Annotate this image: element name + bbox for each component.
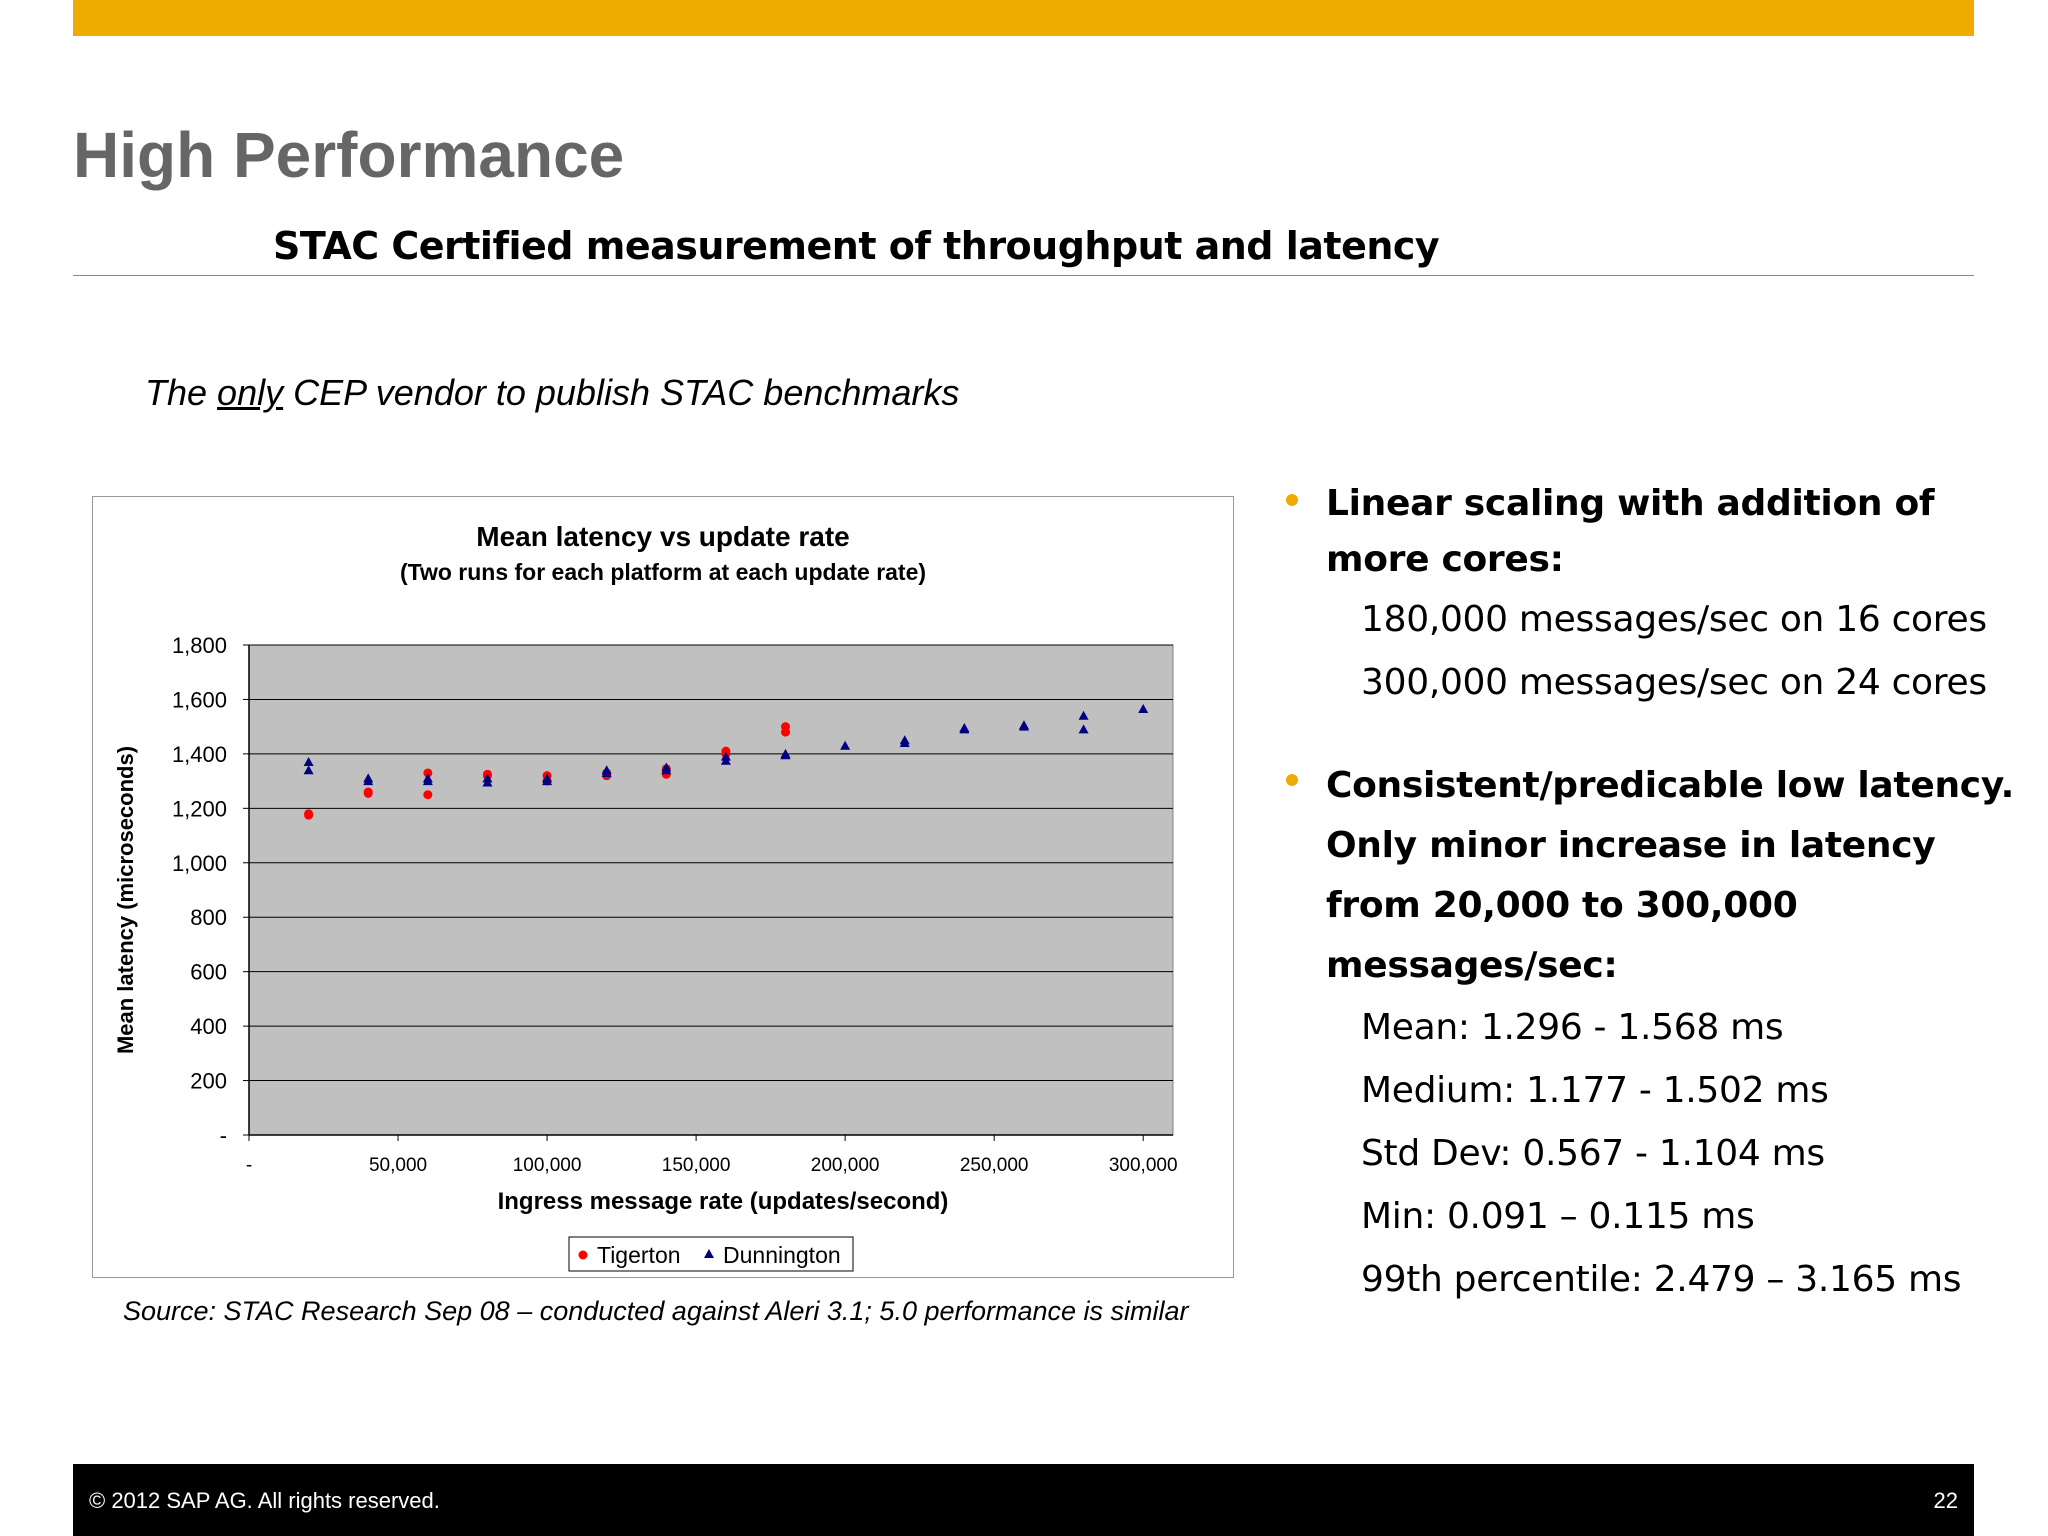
legend-label-tigerton: Tigerton — [597, 1242, 681, 1268]
legend-marker-dunnington — [704, 1249, 714, 1258]
tagline-pre: The — [145, 372, 218, 413]
bullet-dot-icon — [1286, 774, 1298, 786]
x-tick-label: 300,000 — [1109, 1155, 1178, 1176]
y-tick-label: 800 — [190, 905, 227, 930]
data-point-tigerton — [721, 746, 731, 756]
data-point-tigerton — [423, 790, 433, 800]
source-note: Source: STAC Research Sep 08 – conducted… — [123, 1296, 1189, 1326]
x-tick-label: 100,000 — [513, 1155, 582, 1176]
data-point-dunnington — [1138, 703, 1149, 713]
chart-title: Mean latency vs update rate — [476, 521, 850, 552]
bullet-sub-line: 180,000 messages/sec on 16 cores — [1361, 599, 1987, 640]
chart-plot-svg: - 200 400 600 800 1,000 1,200 1,400 1,600 1,800 - 5… — [113, 633, 1178, 1272]
tagline: The only CEP vendor to publish STAC benc… — [145, 372, 959, 414]
data-point-tigerton — [423, 768, 433, 778]
tagline-emphasis: only — [217, 372, 284, 413]
bullet-sub-line: 99th percentile: 2.479 – 3.165 ms — [1361, 1259, 1962, 1300]
tagline-post: CEP vendor to publish STAC benchmarks — [283, 372, 960, 413]
data-point-dunnington — [542, 773, 553, 783]
bullet-latency: Consistent/predicable low latency. Only … — [1286, 756, 2026, 1311]
y-tick-label: 1,800 — [172, 633, 227, 658]
latency-chart: Mean latency vs update rate (Two runs fo… — [92, 496, 1234, 1278]
chart-subtitle: (Two runs for each platform at each upda… — [399, 559, 927, 585]
bullet-sub-line: 300,000 messages/sec on 24 cores — [1361, 662, 1987, 703]
y-tick-label: 1,000 — [172, 851, 227, 876]
data-point-dunnington — [363, 773, 374, 783]
data-point-dunnington — [303, 757, 314, 767]
x-tick-label: 200,000 — [811, 1155, 880, 1176]
y-tick-label: - — [220, 1123, 227, 1148]
data-point-dunnington — [780, 748, 791, 758]
bullet-scaling: Linear scaling with addition of more cor… — [1286, 476, 2026, 714]
data-point-dunnington — [661, 762, 672, 772]
y-tick-label: 1,600 — [172, 687, 227, 712]
data-point-tigerton — [363, 787, 373, 797]
footer-bar: © 2012 SAP AG. All rights reserved. 22 — [73, 1464, 1974, 1536]
data-point-tigerton — [304, 809, 314, 819]
top-accent-bar — [73, 0, 1974, 36]
data-point-dunnington — [899, 735, 910, 745]
bullet-sub-line: Std Dev: 0.567 - 1.104 ms — [1361, 1133, 1825, 1174]
bullet-sub-line: Medium: 1.177 - 1.502 ms — [1361, 1070, 1829, 1111]
data-point-dunnington — [720, 751, 731, 761]
x-tick-label: 150,000 — [662, 1155, 731, 1176]
x-tick-label: 250,000 — [960, 1155, 1029, 1176]
data-point-dunnington — [1018, 720, 1029, 730]
slide-title: High Performance — [73, 119, 625, 191]
data-point-dunnington — [1078, 724, 1089, 734]
y-tick-label: 1,200 — [172, 796, 227, 821]
bullet-sub-line: Min: 0.091 – 0.115 ms — [1361, 1196, 1755, 1237]
data-point-dunnington — [959, 723, 970, 733]
slide-subtitle: STAC Certified measurement of throughput… — [273, 224, 1440, 268]
data-point-dunnington — [482, 773, 493, 783]
page-number: 22 — [1933, 1488, 1958, 1513]
bullet-dot-icon — [1286, 494, 1298, 506]
y-tick-label: 600 — [190, 960, 227, 985]
legend-marker-tigerton — [578, 1250, 588, 1260]
data-point-dunnington — [303, 765, 314, 775]
y-tick-label: 1,400 — [172, 742, 227, 767]
bullet-list: Linear scaling with addition of more cor… — [1286, 476, 2026, 1311]
legend-label-dunnington: Dunnington — [723, 1242, 841, 1268]
data-point-dunnington — [840, 740, 851, 750]
y-tick-label: 200 — [190, 1069, 227, 1094]
x-tick-label: 50,000 — [369, 1155, 427, 1176]
x-axis-title: Ingress message rate (updates/second) — [498, 1188, 949, 1215]
y-axis-title: Mean latency (microseconds) — [113, 746, 138, 1054]
bullet-sub-line: Mean: 1.296 - 1.568 ms — [1361, 1007, 1784, 1048]
plot-area — [248, 644, 1174, 1136]
data-point-dunnington — [422, 773, 433, 783]
copyright-text: © 2012 SAP AG. All rights reserved. — [89, 1488, 440, 1513]
bullet-heading: Linear scaling with addition of more cor… — [1326, 483, 1935, 580]
x-tick-label: - — [246, 1155, 252, 1176]
bullet-heading: Consistent/predicable low latency. Only … — [1326, 765, 2015, 986]
data-point-dunnington — [601, 765, 612, 775]
data-point-dunnington — [1078, 710, 1089, 720]
data-point-tigerton — [781, 722, 791, 732]
title-divider — [73, 275, 1974, 276]
y-tick-label: 400 — [190, 1014, 227, 1039]
